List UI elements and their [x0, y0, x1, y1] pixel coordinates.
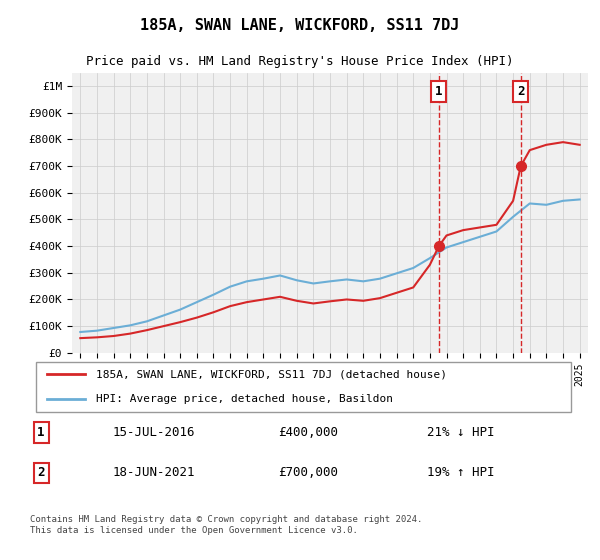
- Text: 21% ↓ HPI: 21% ↓ HPI: [427, 426, 495, 439]
- Text: 185A, SWAN LANE, WICKFORD, SS11 7DJ (detached house): 185A, SWAN LANE, WICKFORD, SS11 7DJ (det…: [96, 369, 447, 379]
- Text: £400,000: £400,000: [278, 426, 338, 439]
- Text: Price paid vs. HM Land Registry's House Price Index (HPI): Price paid vs. HM Land Registry's House …: [86, 55, 514, 68]
- Text: 19% ↑ HPI: 19% ↑ HPI: [427, 466, 495, 479]
- Text: 185A, SWAN LANE, WICKFORD, SS11 7DJ: 185A, SWAN LANE, WICKFORD, SS11 7DJ: [140, 18, 460, 33]
- Text: 2: 2: [517, 85, 524, 98]
- Text: Contains HM Land Registry data © Crown copyright and database right 2024.
This d: Contains HM Land Registry data © Crown c…: [30, 515, 422, 535]
- Text: HPI: Average price, detached house, Basildon: HPI: Average price, detached house, Basi…: [96, 394, 393, 404]
- Text: 1: 1: [37, 426, 45, 439]
- FancyBboxPatch shape: [35, 362, 571, 412]
- Text: £700,000: £700,000: [278, 466, 338, 479]
- Text: 15-JUL-2016: 15-JUL-2016: [113, 426, 196, 439]
- Text: 18-JUN-2021: 18-JUN-2021: [113, 466, 196, 479]
- Text: 2: 2: [37, 466, 45, 479]
- Text: 1: 1: [435, 85, 443, 98]
